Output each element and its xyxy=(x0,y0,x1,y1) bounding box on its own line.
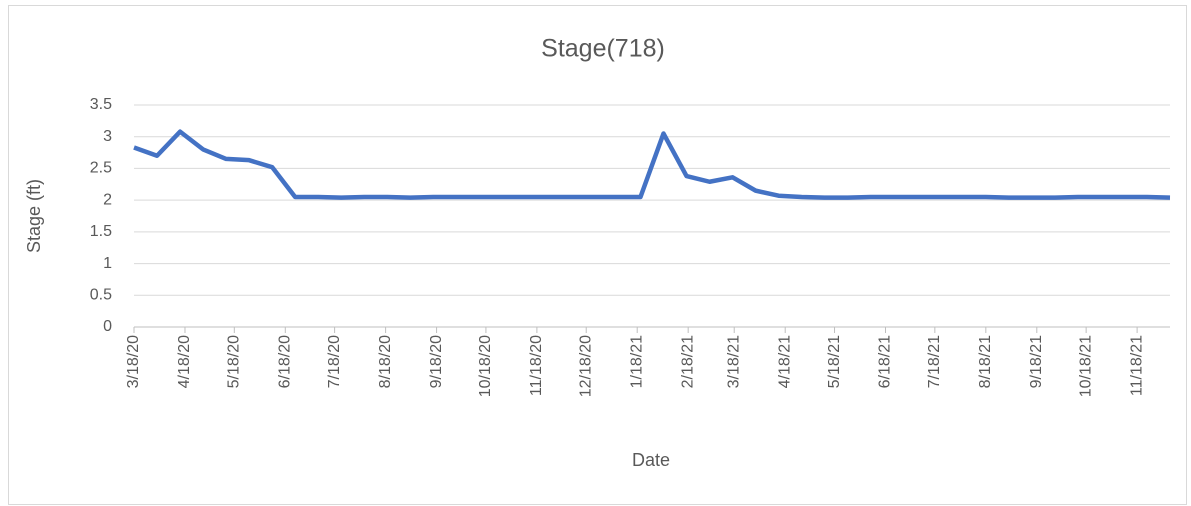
x-tick-label: 2/18/21 xyxy=(679,335,696,388)
x-tick-label: 5/18/21 xyxy=(826,335,843,388)
y-tick-label: 1 xyxy=(103,255,112,272)
x-tick-label: 3/18/21 xyxy=(725,335,742,388)
x-tick-label: 9/18/20 xyxy=(428,335,445,388)
y-axis-title: Stage (ft) xyxy=(24,179,44,253)
x-tick-label: 4/18/20 xyxy=(176,335,193,388)
chart-title: Stage(718) xyxy=(541,35,665,63)
x-tick-label: 5/18/20 xyxy=(226,335,243,388)
x-tick-label: 9/18/21 xyxy=(1028,335,1045,388)
chart-border xyxy=(8,5,1187,505)
y-tick-label: 2.5 xyxy=(90,160,112,177)
y-tick-label: 3.5 xyxy=(90,96,112,113)
x-tick-label: 8/18/20 xyxy=(377,335,394,388)
x-tick-label: 11/18/21 xyxy=(1128,335,1145,396)
x-tick-label: 3/18/20 xyxy=(125,335,142,388)
y-tick-label: 0.5 xyxy=(90,287,112,304)
x-tick-label: 7/18/20 xyxy=(326,335,343,388)
y-tick-label: 2 xyxy=(103,191,112,208)
x-axis-title: Date xyxy=(632,450,670,470)
x-tick-label: 1/18/21 xyxy=(628,335,645,388)
x-tick-label: 10/18/20 xyxy=(477,335,494,397)
y-tick-label: 3 xyxy=(103,128,112,145)
x-tick-label: 10/18/21 xyxy=(1077,335,1094,397)
y-tick-label: 0 xyxy=(103,318,112,335)
y-tick-label: 1.5 xyxy=(90,223,112,240)
x-tick-label: 6/18/20 xyxy=(277,335,294,388)
x-tick-label: 11/18/20 xyxy=(528,335,545,396)
x-tick-label: 7/18/21 xyxy=(926,335,943,388)
x-tick-label: 12/18/20 xyxy=(577,335,594,397)
x-tick-label: 6/18/21 xyxy=(877,335,894,388)
x-tick-label: 8/18/21 xyxy=(977,335,994,388)
data-line xyxy=(133,129,1171,200)
x-tick-label: 4/18/21 xyxy=(776,335,793,388)
